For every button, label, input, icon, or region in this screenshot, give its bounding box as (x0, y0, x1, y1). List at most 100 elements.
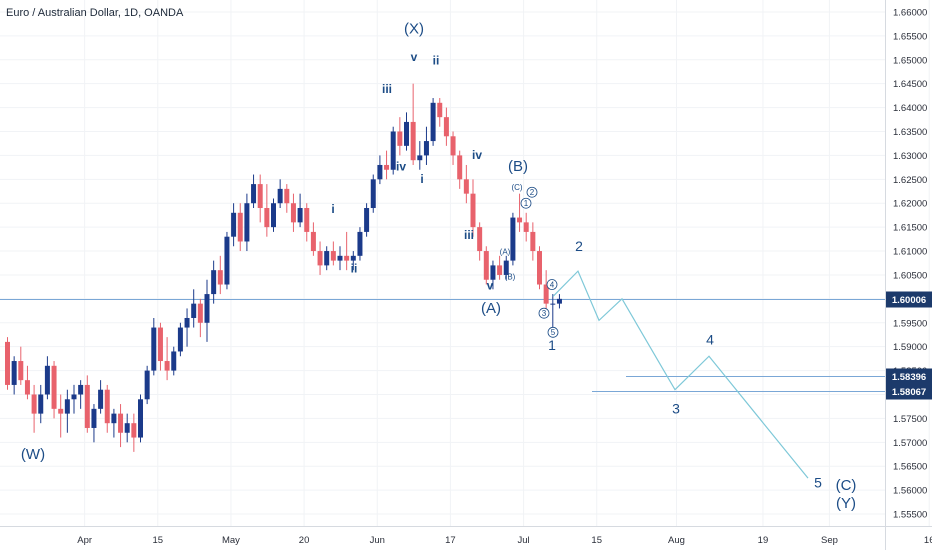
candle[interactable] (264, 184, 270, 237)
candle[interactable] (330, 241, 336, 266)
candle[interactable] (98, 380, 104, 414)
candle[interactable] (217, 255, 223, 295)
candle[interactable] (257, 174, 263, 223)
candle[interactable] (463, 164, 469, 204)
candle[interactable] (104, 384, 110, 433)
candle[interactable] (204, 279, 210, 342)
candle[interactable] (457, 150, 463, 189)
candle[interactable] (191, 289, 197, 328)
candle[interactable] (211, 260, 217, 304)
circled-wave-label: 4 (546, 279, 558, 290)
candle[interactable] (244, 193, 250, 252)
candle[interactable] (271, 198, 276, 232)
candle[interactable] (550, 294, 556, 328)
time-axis[interactable]: Apr 15 May 20 Jun 17 Jul 15 Aug 19 Sep 16 (77, 535, 932, 546)
candle-body (370, 179, 376, 209)
candle[interactable] (297, 193, 303, 228)
candle[interactable] (430, 98, 436, 146)
candle[interactable] (503, 255, 509, 280)
candle[interactable] (384, 150, 390, 180)
candle[interactable] (38, 384, 44, 424)
candle-body (477, 227, 483, 252)
candle[interactable] (390, 126, 396, 175)
candle[interactable] (5, 337, 10, 390)
candle[interactable] (138, 394, 143, 443)
candle[interactable] (64, 389, 70, 433)
circled-wave-text: 3 (542, 309, 547, 318)
candle[interactable] (397, 117, 403, 156)
candle[interactable] (44, 356, 50, 400)
candle[interactable] (364, 203, 370, 237)
candle[interactable] (171, 346, 177, 376)
candle[interactable] (118, 404, 124, 448)
candle[interactable] (483, 246, 489, 285)
candle[interactable] (490, 260, 496, 290)
candle[interactable] (324, 246, 330, 271)
candle-body (18, 361, 24, 381)
candle[interactable] (523, 212, 529, 242)
candle[interactable] (537, 246, 542, 290)
candle[interactable] (410, 83, 416, 165)
candle[interactable] (197, 298, 203, 338)
y-tick-label: 1.57500 (893, 414, 927, 425)
candle[interactable] (144, 365, 150, 405)
candle[interactable] (164, 337, 170, 381)
candle[interactable] (31, 384, 37, 433)
candle[interactable] (237, 203, 243, 252)
price-axis[interactable]: 1.55500 1.56000 1.56500 1.57000 1.57500 1.580… (886, 7, 932, 521)
candle[interactable] (470, 179, 476, 237)
candle[interactable] (304, 203, 310, 242)
candle[interactable] (157, 322, 163, 371)
candle[interactable] (18, 346, 24, 385)
candle[interactable] (450, 131, 456, 165)
candle[interactable] (84, 375, 90, 433)
candle[interactable] (370, 174, 376, 213)
candle-body (197, 303, 203, 323)
candle[interactable] (517, 193, 523, 232)
candle[interactable] (111, 408, 117, 438)
candle[interactable] (310, 222, 316, 256)
candle[interactable] (184, 308, 190, 347)
candle-body (98, 389, 104, 409)
candle[interactable] (350, 251, 356, 271)
candle[interactable] (344, 231, 350, 271)
candle[interactable] (151, 317, 157, 376)
candle[interactable] (91, 404, 97, 443)
y-tick-label: 1.59500 (893, 318, 927, 329)
candle[interactable] (377, 155, 383, 185)
candle[interactable] (58, 394, 64, 438)
candle-body (251, 184, 257, 204)
candle[interactable] (277, 179, 283, 209)
candle[interactable] (24, 365, 30, 400)
candle[interactable] (477, 222, 483, 261)
candle[interactable] (78, 380, 84, 409)
candle[interactable] (224, 231, 230, 290)
candle[interactable] (357, 227, 363, 261)
projection-path (552, 270, 809, 479)
candle[interactable] (177, 322, 183, 357)
candle[interactable] (543, 270, 549, 309)
candle[interactable] (497, 255, 503, 280)
candle[interactable] (417, 141, 423, 170)
candle[interactable] (131, 413, 137, 452)
candle[interactable] (11, 356, 17, 395)
candle[interactable] (556, 294, 562, 309)
candle[interactable] (284, 184, 290, 213)
candle[interactable] (251, 174, 257, 209)
candle[interactable] (317, 241, 323, 275)
candle[interactable] (231, 203, 237, 247)
candle[interactable] (404, 112, 409, 151)
candle[interactable] (437, 98, 443, 127)
candle[interactable] (51, 361, 57, 419)
candle[interactable] (71, 384, 77, 414)
candle[interactable] (530, 222, 536, 261)
projection-line[interactable] (552, 270, 809, 479)
candle[interactable] (510, 212, 516, 266)
candle[interactable] (337, 246, 343, 271)
candle[interactable] (290, 193, 296, 232)
candle[interactable] (443, 107, 449, 146)
candle[interactable] (423, 126, 429, 165)
candle[interactable] (124, 413, 130, 443)
candle-body (64, 399, 70, 414)
